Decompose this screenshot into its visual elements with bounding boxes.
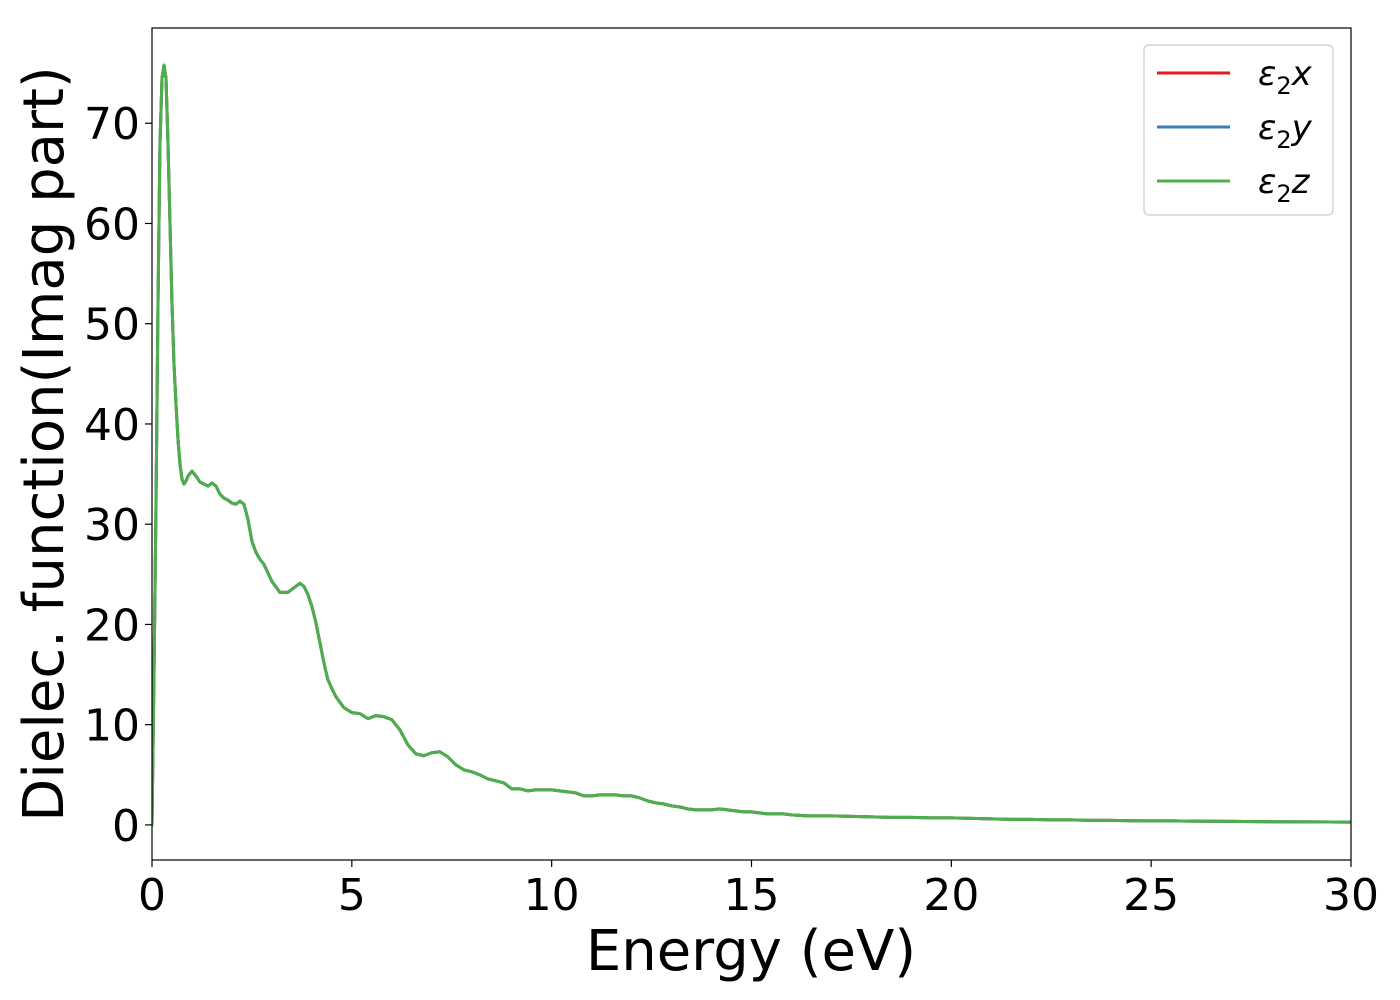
- x-axis-ticks: 0 5 10 15 20 25 30: [138, 860, 1379, 921]
- y-tick-label: 50: [84, 300, 140, 351]
- x-tick-label: 10: [524, 870, 580, 921]
- x-tick-label: 20: [923, 870, 979, 921]
- legend-label-y: ε2y: [1258, 108, 1313, 154]
- x-tick-label: 0: [138, 870, 166, 921]
- x-tick-label: 15: [724, 870, 780, 921]
- x-tick-label: 30: [1323, 870, 1379, 921]
- y-tick-label: 70: [84, 99, 140, 150]
- legend-label-x: ε2x: [1258, 54, 1313, 100]
- y-tick-label: 60: [84, 199, 140, 250]
- plot-series-group: [152, 63, 1351, 827]
- legend-label-z: ε2z: [1258, 162, 1311, 208]
- x-tick-label: 25: [1123, 870, 1179, 921]
- series-line-z: [152, 63, 1351, 827]
- legend-frame: [1143, 44, 1334, 216]
- y-tick-label: 20: [84, 600, 140, 651]
- x-tick-label: 5: [338, 870, 366, 921]
- y-tick-label: 30: [84, 500, 140, 551]
- legend: ε2x ε2y ε2z: [1143, 44, 1334, 216]
- y-tick-label: 10: [84, 701, 140, 752]
- x-axis-title: Energy (eV): [586, 919, 916, 984]
- y-tick-label: 0: [112, 801, 140, 852]
- y-tick-label: 40: [84, 400, 140, 451]
- y-axis-title: Dielec. function(Imag part): [12, 66, 77, 822]
- y-axis-ticks: 0 10 20 30 40 50 60 70: [84, 99, 152, 852]
